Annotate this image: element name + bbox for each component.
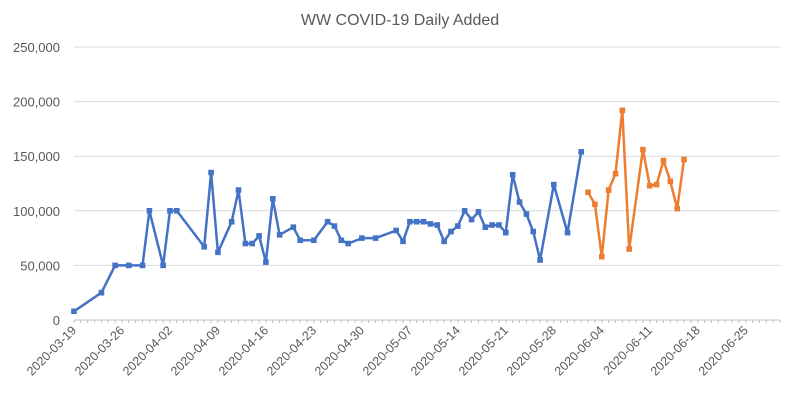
data-point (276, 232, 283, 238)
data-point (215, 249, 221, 256)
series-line (587, 109, 686, 258)
x-tick-label: 2020-04-23 (264, 323, 319, 378)
data-point (160, 262, 166, 269)
data-point (461, 208, 468, 214)
data-point (516, 199, 523, 205)
data-point (578, 149, 585, 155)
data-point (311, 237, 317, 244)
y-axis-tick-labels: 0 50,000 100,000 150,000 200,000 250,000 (13, 40, 60, 328)
x-tick-label: 2020-03-19 (24, 323, 79, 378)
x-tick-label: 2020-06-18 (648, 323, 703, 378)
data-point (393, 227, 399, 234)
x-tick-label: 2020-06-11 (601, 323, 655, 377)
data-point (208, 169, 214, 176)
data-point (242, 240, 249, 247)
data-point (640, 146, 646, 153)
data-point (468, 216, 475, 223)
data-point (653, 181, 660, 188)
data-point (455, 223, 461, 229)
data-point (359, 235, 365, 241)
data-point (338, 237, 345, 244)
series-1 (71, 149, 585, 315)
data-point (475, 209, 482, 215)
data-point (228, 218, 235, 225)
y-tick-label: 0 (53, 313, 60, 328)
data-point (139, 262, 146, 269)
data-point (263, 259, 269, 265)
data-point (420, 218, 427, 225)
data-point (372, 235, 379, 241)
x-axis-tick-labels: 2020-03-192020-03-262020-04-022020-04-09… (24, 320, 781, 378)
data-point (345, 240, 351, 247)
y-tick-label: 50,000 (20, 258, 60, 273)
x-tick-label: 2020-03-26 (72, 323, 127, 378)
data-point (592, 201, 598, 208)
data-point (681, 156, 687, 163)
data-point (530, 228, 537, 235)
x-tick-label: 2020-06-25 (696, 323, 751, 378)
data-point (407, 218, 413, 225)
data-point (71, 308, 77, 315)
data-point (146, 208, 153, 214)
data-point (564, 229, 571, 236)
data-point (660, 157, 667, 164)
data-point (667, 178, 674, 185)
series-lines (71, 107, 687, 315)
data-point (612, 170, 619, 177)
data-point (174, 208, 180, 214)
data-point (235, 187, 242, 193)
y-tick-label: 100,000 (13, 204, 60, 219)
series-2 (585, 107, 687, 260)
data-point (441, 238, 447, 245)
y-tick-label: 250,000 (13, 40, 60, 55)
data-point (201, 244, 208, 250)
data-point (605, 187, 612, 193)
y-tick-label: 150,000 (13, 149, 60, 164)
data-point (249, 240, 256, 247)
x-tick-label: 2020-04-16 (216, 323, 271, 378)
gridlines (74, 46, 780, 321)
chart-title: WW COVID-19 Daily Added (301, 12, 499, 29)
data-point (585, 189, 591, 196)
data-point (297, 237, 303, 244)
x-tick-label: 2020-04-02 (120, 323, 175, 378)
data-point (434, 222, 441, 228)
y-tick-label: 200,000 (13, 95, 60, 110)
data-point (523, 211, 530, 217)
x-tick-label: 2020-06-04 (552, 323, 607, 378)
data-point (619, 107, 626, 114)
data-point (98, 289, 105, 296)
data-point (626, 246, 633, 252)
data-point (126, 262, 132, 269)
data-point (324, 218, 331, 225)
data-point (290, 224, 297, 230)
data-point (489, 222, 495, 228)
data-point (413, 218, 420, 225)
x-tick-label: 2020-04-30 (312, 323, 367, 378)
data-point (167, 208, 173, 214)
data-point (674, 205, 680, 212)
data-point (598, 253, 605, 260)
data-point (331, 223, 338, 229)
data-point (400, 238, 406, 245)
data-point (503, 229, 509, 236)
data-point (509, 171, 516, 178)
data-point (482, 224, 489, 230)
data-point (269, 195, 276, 202)
x-tick-label: 2020-05-21 (456, 323, 511, 378)
data-point (496, 222, 502, 228)
data-point (646, 182, 653, 189)
x-tick-label: 2020-05-07 (360, 323, 415, 378)
data-point (448, 228, 454, 235)
data-point (112, 262, 118, 269)
data-point (551, 181, 557, 188)
data-point (256, 233, 262, 239)
data-point (537, 257, 543, 263)
data-point (427, 221, 434, 227)
x-tick-label: 2020-05-14 (408, 323, 463, 378)
x-tick-label: 2020-05-28 (504, 323, 559, 378)
x-tick-label: 2020-04-09 (168, 323, 223, 378)
